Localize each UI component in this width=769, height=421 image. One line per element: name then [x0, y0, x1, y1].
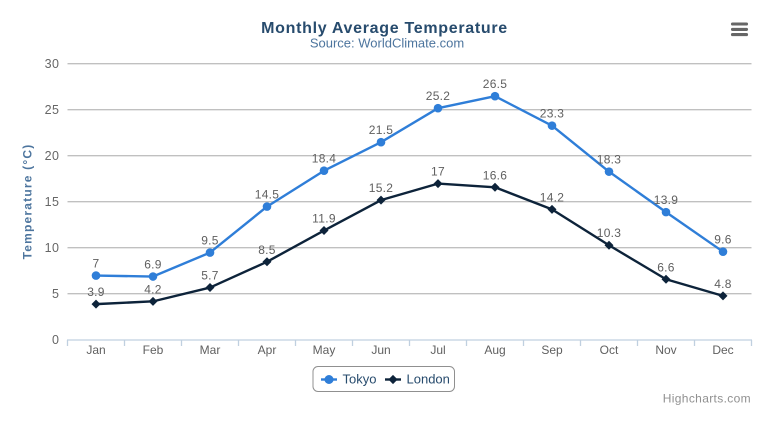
svg-text:21.5: 21.5: [369, 123, 394, 137]
svg-text:18.4: 18.4: [312, 152, 337, 166]
svg-text:Feb: Feb: [143, 343, 164, 357]
svg-text:5: 5: [52, 287, 59, 301]
svg-text:Jun: Jun: [371, 343, 390, 357]
svg-text:5.7: 5.7: [201, 269, 219, 283]
svg-text:15: 15: [45, 195, 60, 209]
svg-text:15.2: 15.2: [369, 181, 394, 195]
svg-text:7: 7: [93, 257, 100, 271]
svg-text:Jan: Jan: [86, 343, 105, 357]
svg-text:4.8: 4.8: [714, 277, 732, 291]
svg-text:0: 0: [52, 333, 59, 347]
svg-text:Sep: Sep: [541, 343, 563, 357]
svg-text:30: 30: [45, 57, 60, 71]
svg-text:25.2: 25.2: [426, 89, 451, 103]
svg-text:Source: WorldClimate.com: Source: WorldClimate.com: [310, 36, 464, 51]
svg-text:Nov: Nov: [655, 343, 676, 357]
svg-text:13.9: 13.9: [654, 193, 679, 207]
svg-text:3.9: 3.9: [87, 285, 105, 299]
svg-text:6.9: 6.9: [144, 258, 162, 272]
svg-text:18.3: 18.3: [597, 153, 622, 167]
svg-text:Dec: Dec: [712, 343, 733, 357]
svg-text:Tokyo: Tokyo: [343, 372, 377, 387]
svg-text:9.6: 9.6: [714, 233, 732, 247]
svg-text:Aug: Aug: [484, 343, 505, 357]
svg-text:4.2: 4.2: [144, 282, 162, 296]
svg-text:Temperature (°C): Temperature (°C): [21, 144, 35, 260]
svg-text:14.2: 14.2: [540, 190, 565, 204]
svg-text:Mar: Mar: [200, 343, 221, 357]
svg-text:Highcharts.com: Highcharts.com: [663, 392, 751, 406]
svg-text:Oct: Oct: [600, 343, 619, 357]
svg-text:Jul: Jul: [430, 343, 445, 357]
svg-text:May: May: [313, 343, 336, 357]
svg-text:London: London: [407, 372, 450, 387]
svg-text:10: 10: [45, 241, 60, 255]
svg-text:6.6: 6.6: [657, 260, 675, 274]
svg-text:23.3: 23.3: [540, 107, 565, 121]
svg-text:14.5: 14.5: [255, 188, 280, 202]
svg-text:26.5: 26.5: [483, 77, 508, 91]
svg-text:Apr: Apr: [258, 343, 277, 357]
svg-text:25: 25: [45, 103, 60, 117]
svg-text:10.3: 10.3: [597, 226, 622, 240]
svg-text:9.5: 9.5: [201, 234, 219, 248]
svg-text:8.5: 8.5: [258, 243, 276, 257]
svg-text:20: 20: [45, 149, 60, 163]
svg-text:Monthly Average Temperature: Monthly Average Temperature: [261, 20, 508, 37]
svg-text:17: 17: [431, 165, 445, 179]
svg-text:11.9: 11.9: [312, 212, 336, 226]
svg-text:16.6: 16.6: [483, 168, 508, 182]
